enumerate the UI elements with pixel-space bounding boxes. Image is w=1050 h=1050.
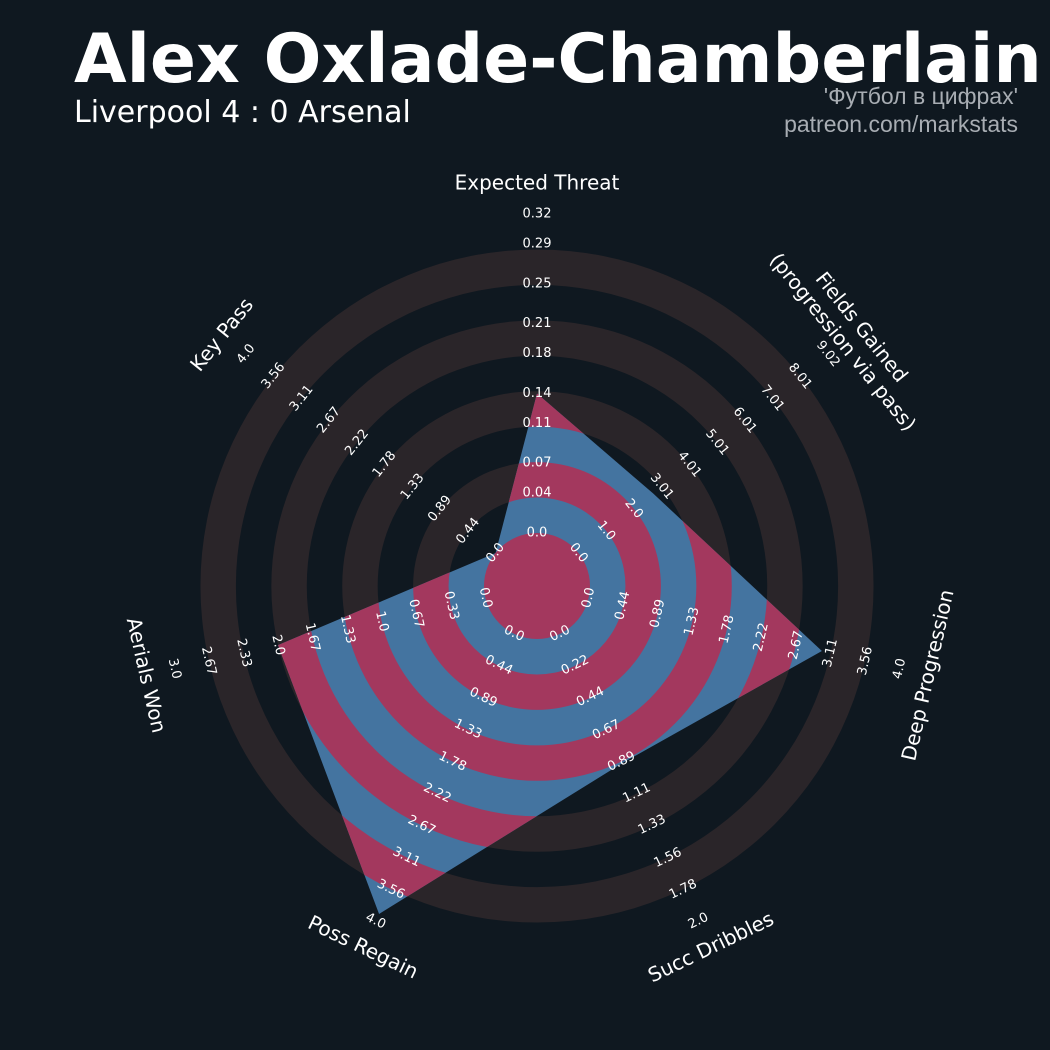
category-label: Expected Threat (455, 171, 620, 195)
credit: 'Футбол в цифрах' (824, 83, 1018, 109)
highlight-band (484, 533, 590, 639)
tick-label: 0.0 (527, 526, 548, 541)
tick-label: 1.67 (302, 622, 323, 654)
tick-label: 2.22 (751, 621, 772, 653)
tick-label: 0.0 (476, 586, 495, 610)
tick-label: 2.0 (268, 633, 287, 657)
tick-label: 1.0 (372, 610, 391, 634)
tick-label: 1.33 (337, 613, 358, 645)
tick-label: 2.33 (233, 637, 254, 669)
tick-label: 4.0 (890, 657, 909, 681)
tick-label: 3.11 (820, 637, 841, 669)
tick-label: 3.0 (165, 657, 184, 681)
tick-label: 0.32 (523, 207, 552, 222)
tick-label: 0.21 (523, 316, 552, 331)
tick-label: 0.18 (523, 346, 552, 361)
tick-label: 1.78 (717, 614, 738, 646)
tick-label: 0.11 (523, 416, 552, 431)
tick-label: 0.33 (441, 590, 462, 622)
tick-label: 0.04 (523, 486, 552, 501)
credit: patreon.com/markstats (784, 111, 1018, 137)
tick-label: 0.07 (523, 456, 552, 471)
tick-label: 0.89 (647, 598, 668, 630)
tick-label: 3.56 (855, 645, 876, 677)
chart-title: Alex Oxlade-Chamberlain (74, 20, 1042, 99)
tick-label: 2.67 (786, 629, 807, 661)
highlight-bands (277, 393, 822, 914)
tick-label: 0.14 (523, 386, 552, 401)
tick-label: 0.67 (405, 598, 426, 630)
tick-label: 2.67 (198, 645, 219, 677)
tick-label: 0.29 (523, 236, 552, 251)
plot (277, 393, 822, 914)
chart-subtitle: Liverpool 4 : 0 Arsenal (74, 95, 411, 130)
tick-label: 0.0 (579, 586, 598, 610)
tick-label: 0.25 (523, 276, 552, 291)
tick-label: 1.33 (682, 606, 703, 638)
tick-label: 0.44 (612, 590, 633, 622)
